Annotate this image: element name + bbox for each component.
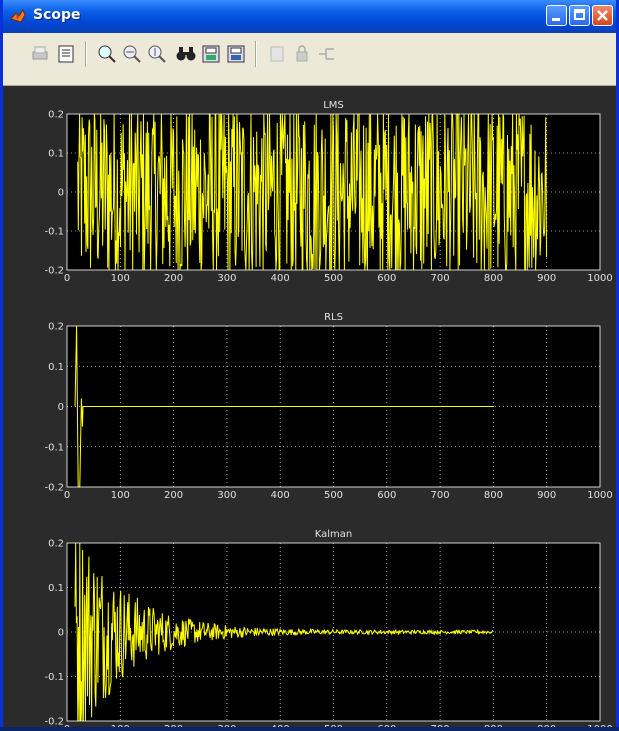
y-tick-label: 0 <box>58 628 64 639</box>
maximize-button[interactable] <box>569 5 590 26</box>
x-tick-label: 900 <box>537 490 556 501</box>
signal-selection-icon[interactable] <box>316 43 338 65</box>
close-button[interactable] <box>592 5 613 26</box>
y-tick-label: 0 <box>58 188 64 199</box>
save-axes-icon[interactable] <box>200 43 222 65</box>
restore-axes-icon[interactable] <box>225 43 247 65</box>
y-tick-label: 0.1 <box>48 583 64 594</box>
x-tick-label: 200 <box>164 490 183 501</box>
axes-title: Kalman <box>315 529 353 540</box>
x-tick-label: 700 <box>431 490 450 501</box>
minimize-button[interactable] <box>546 5 567 26</box>
zoom-icon[interactable] <box>96 43 118 65</box>
window-title: Scope <box>33 7 81 23</box>
toolbar-separator <box>255 41 256 67</box>
x-tick-label: 900 <box>537 273 556 284</box>
zoom-x-icon[interactable] <box>121 43 143 65</box>
x-tick-label: 400 <box>271 273 290 284</box>
axes-title: LMS <box>323 100 344 111</box>
lock-axes-icon[interactable] <box>291 43 313 65</box>
scope-axes-rls: RLS 0 100 200 300 400 500 600 700 800 900 1000 0.2 0.… <box>44 312 612 501</box>
autoscale-binoculars-icon[interactable] <box>175 43 197 65</box>
y-tick-label: -0.1 <box>44 442 64 453</box>
parameters-icon[interactable] <box>55 43 77 65</box>
x-tick-label: 700 <box>431 273 450 284</box>
x-tick-label: 200 <box>164 273 183 284</box>
y-tick-label: 0.1 <box>48 362 64 373</box>
matlab-icon <box>9 7 27 25</box>
y-tick-label: 0.1 <box>48 149 64 160</box>
x-tick-label: 400 <box>271 490 290 501</box>
y-tick-label: -0.1 <box>44 672 64 683</box>
y-tick-label: 0 <box>58 402 64 413</box>
y-tick-label: 0.2 <box>48 322 64 333</box>
y-tick-label: -0.2 <box>44 717 64 728</box>
x-tick-label: 100 <box>111 273 130 284</box>
x-tick-label: 800 <box>484 490 503 501</box>
scope-axes-kalman: Kalman010020030040050060070080090010000.… <box>44 529 612 731</box>
axes-title: RLS <box>324 312 343 323</box>
x-tick-label: 100 <box>111 490 130 501</box>
x-tick-label: 300 <box>217 490 236 501</box>
zoom-y-icon[interactable] <box>146 43 168 65</box>
x-tick-label: 1000 <box>587 273 612 284</box>
scope-axes-lms: LMS 0 100 200 300 400 500 600 700 800 900 1000 0.2 0.… <box>44 100 612 284</box>
print-icon[interactable] <box>29 43 51 65</box>
axes-frame <box>66 113 601 271</box>
x-tick-label: 1000 <box>587 490 612 501</box>
axes-frame <box>66 325 601 488</box>
x-tick-label: 500 <box>324 273 343 284</box>
signal-trace <box>74 325 494 488</box>
scope-display: LMS 0 100 200 300 400 500 600 700 800 900 1000 0.2 0.… <box>3 86 616 731</box>
y-tick-label: 0.2 <box>48 110 64 121</box>
toolbar <box>3 33 616 86</box>
x-tick-label: 0 <box>64 273 70 284</box>
y-tick-label: -0.1 <box>44 227 64 238</box>
signal-trace <box>74 542 494 722</box>
x-tick-label: 300 <box>217 273 236 284</box>
y-tick-label: 0.2 <box>48 539 64 550</box>
signal-trace <box>77 112 547 271</box>
x-tick-label: 500 <box>324 490 343 501</box>
title-bar[interactable]: Scope <box>3 0 616 33</box>
x-tick-label: 600 <box>377 273 396 284</box>
x-tick-label: 800 <box>484 273 503 284</box>
axes-frame <box>66 542 601 722</box>
y-tick-label: -0.2 <box>44 483 64 494</box>
y-tick-label: -0.2 <box>44 266 64 277</box>
x-tick-label: 0 <box>64 490 70 501</box>
toolbar-separator <box>85 41 86 67</box>
floating-scope-icon[interactable] <box>266 43 288 65</box>
x-tick-label: 600 <box>377 490 396 501</box>
